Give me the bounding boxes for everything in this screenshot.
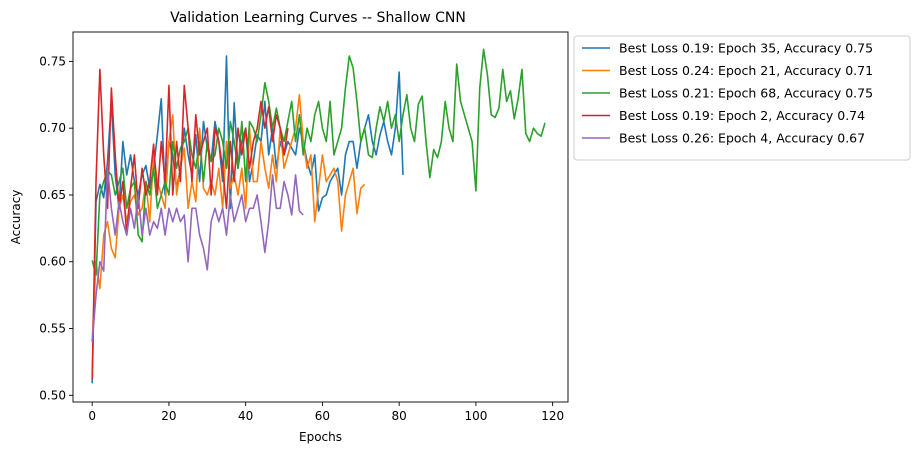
- legend-label-4: Best Loss 0.19: Epoch 2, Accuracy 0.74: [619, 108, 865, 123]
- y-tick-label: 0.75: [39, 54, 66, 68]
- x-tick-label: 80: [392, 409, 407, 423]
- x-tick-label: 100: [464, 409, 487, 423]
- x-tick-label: 20: [161, 409, 176, 423]
- legend-label-1: Best Loss 0.19: Epoch 35, Accuracy 0.75: [619, 41, 873, 56]
- plot-frame: [72, 31, 569, 403]
- y-axis-label: Accuracy: [9, 190, 23, 245]
- x-tick-label: 0: [88, 409, 96, 423]
- x-axis: 0 20 40 60 80 100 120: [88, 402, 564, 423]
- legend-label-3: Best Loss 0.21: Epoch 68, Accuracy 0.75: [619, 86, 873, 101]
- legend-box: [573, 35, 911, 161]
- y-tick-label: 0.50: [39, 388, 66, 402]
- y-tick-label: 0.65: [39, 188, 66, 202]
- x-tick-label: 60: [315, 409, 330, 423]
- series-line-4: [91, 68, 289, 380]
- chart-title: Validation Learning Curves -- Shallow CN…: [170, 10, 466, 26]
- x-axis-label: Epochs: [299, 430, 342, 444]
- y-tick-label: 0.70: [39, 121, 66, 135]
- y-axis: 0.50 0.55 0.60 0.65 0.70 0.75: [39, 54, 73, 402]
- legend-label-2: Best Loss 0.24: Epoch 21, Accuracy 0.71: [619, 63, 873, 78]
- y-tick-label: 0.60: [39, 255, 66, 269]
- series-line-5: [91, 167, 304, 342]
- series-line-3: [91, 48, 546, 276]
- x-tick-label: 40: [238, 409, 253, 423]
- y-tick-label: 0.55: [39, 322, 66, 336]
- plot-area: [91, 48, 546, 384]
- legend-label-5: Best Loss 0.26: Epoch 4, Accuracy 0.67: [619, 131, 865, 146]
- x-tick-label: 120: [541, 409, 564, 423]
- legend: Best Loss 0.19: Epoch 35, Accuracy 0.75 B…: [573, 35, 911, 161]
